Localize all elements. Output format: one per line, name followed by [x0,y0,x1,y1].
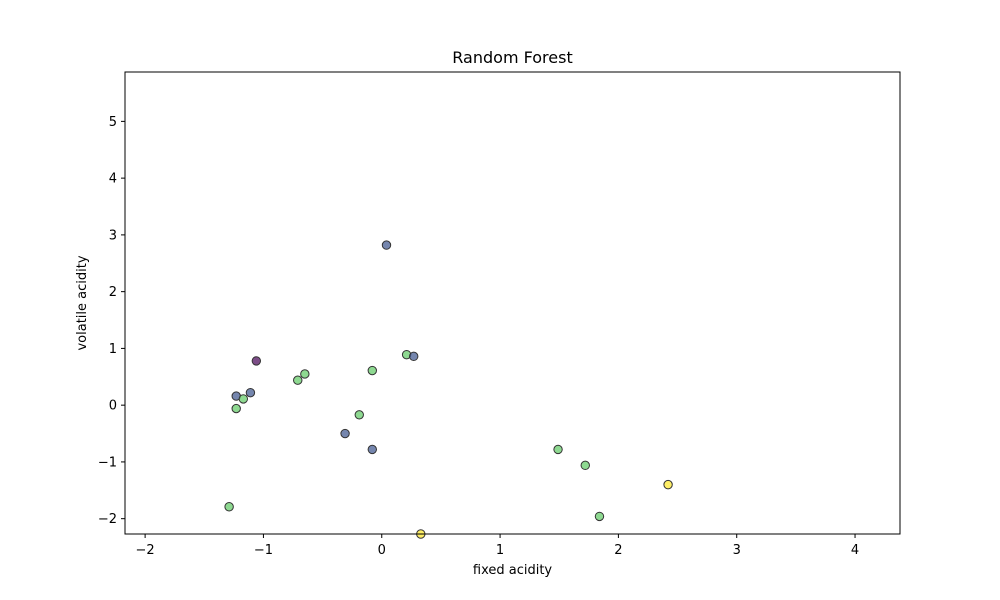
scatter-point [293,375,303,385]
x-tick-label: −1 [254,543,273,558]
scatter-point [409,351,419,362]
x-axis-label: fixed acidity [473,563,553,578]
y-tick-label: 4 [109,172,117,187]
x-tick-label: 2 [614,543,622,558]
scatter-point [381,240,392,250]
scatter-point [251,356,262,366]
scatter-point [367,365,377,376]
x-tick-label: 1 [496,543,504,558]
scatter-point [553,444,563,455]
x-axis: −2 −1 0 1 2 3 4 [136,534,859,558]
y-tick-label: 1 [109,342,117,357]
scatter-point [300,369,310,379]
x-tick-label: 0 [378,543,386,558]
y-tick-label: 3 [109,228,117,243]
y-axis: −2 −1 0 1 2 3 4 5 [98,115,125,527]
scatter-point [238,394,249,404]
x-tick-label: 4 [851,543,859,558]
y-tick-label: 0 [109,399,117,414]
scatter-point [231,403,241,414]
y-tick-label: −1 [98,455,117,470]
x-tick-label: 3 [733,543,741,558]
scatter-point [340,428,350,439]
y-tick-label: 5 [109,115,117,130]
scatter-point [245,387,256,398]
x-tick-label: −2 [136,543,155,558]
scatter-point [594,511,605,522]
scatter-point [580,460,590,471]
y-tick-label: 2 [109,285,117,300]
chart-title: Random Forest [452,48,572,67]
y-axis-label: volatile acidity [75,255,90,350]
plot-area [224,240,673,539]
scatter-point [224,502,234,512]
y-tick-label: −2 [98,512,117,527]
scatter-point [354,410,364,420]
plot-frame [124,71,901,535]
scatter-point [663,479,673,490]
scatter-point [367,444,377,455]
